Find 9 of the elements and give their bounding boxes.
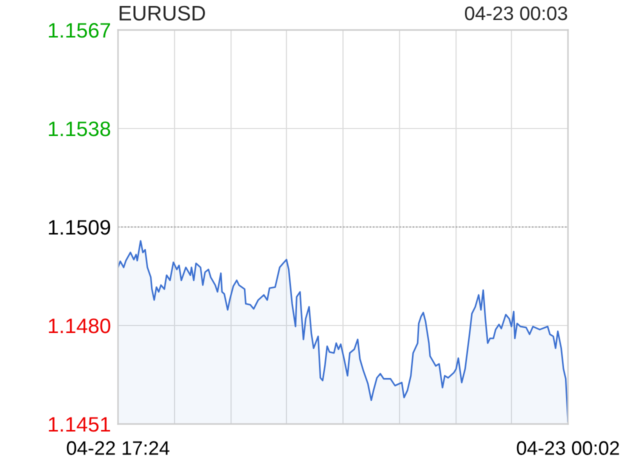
chart-title: EURUSD	[120, 6, 205, 21]
y-tick-label: 1.1480	[48, 318, 110, 334]
text: 04-23 00:03	[464, 6, 568, 20]
y-tick-label: 1.1509	[48, 220, 110, 235]
x-tick-label: 04-23 00:02	[516, 441, 619, 455]
y-tick-label: 1.1451	[48, 417, 110, 432]
y-tick-label: 1.1538	[48, 122, 110, 136]
y-tick-label: 1.1567	[48, 23, 110, 38]
x-tick-label: 04-22 17:24	[66, 441, 170, 455]
